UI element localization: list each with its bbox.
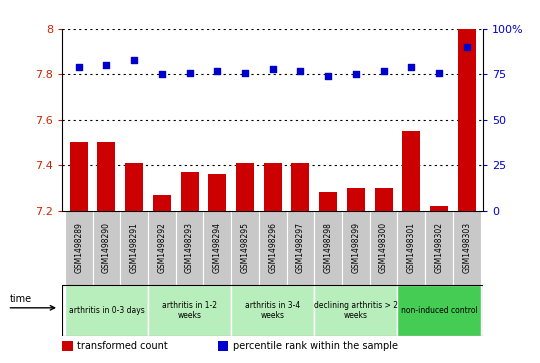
Text: GSM1498299: GSM1498299 <box>352 222 360 273</box>
Bar <box>148 211 176 285</box>
Bar <box>264 163 282 211</box>
Text: GSM1498297: GSM1498297 <box>296 222 305 273</box>
Bar <box>180 172 199 211</box>
Text: GSM1498295: GSM1498295 <box>240 222 249 273</box>
Bar <box>397 211 425 285</box>
Bar <box>231 285 314 336</box>
Point <box>130 57 138 63</box>
Point <box>324 73 333 79</box>
Text: transformed count: transformed count <box>77 341 167 351</box>
Bar <box>453 211 481 285</box>
Text: GSM1498303: GSM1498303 <box>462 222 471 273</box>
Point <box>213 68 221 74</box>
Text: arthritis in 1-2
weeks: arthritis in 1-2 weeks <box>162 301 217 320</box>
Bar <box>65 211 92 285</box>
Bar <box>314 211 342 285</box>
Bar <box>120 211 148 285</box>
Text: GSM1498289: GSM1498289 <box>74 222 83 273</box>
Text: GSM1498300: GSM1498300 <box>379 222 388 273</box>
Bar <box>347 188 365 211</box>
Text: time: time <box>9 294 31 304</box>
Bar <box>62 341 72 351</box>
Bar <box>287 211 314 285</box>
Text: GSM1498301: GSM1498301 <box>407 222 416 273</box>
Text: GSM1498291: GSM1498291 <box>130 222 139 273</box>
Text: percentile rank within the sample: percentile rank within the sample <box>233 341 397 351</box>
Bar <box>397 285 481 336</box>
Text: GSM1498296: GSM1498296 <box>268 222 277 273</box>
Bar <box>70 143 87 211</box>
Bar <box>204 211 231 285</box>
Point <box>462 44 471 50</box>
Text: GSM1498298: GSM1498298 <box>323 222 333 273</box>
Point <box>185 70 194 76</box>
Bar <box>402 131 420 211</box>
Bar <box>153 195 171 211</box>
Bar <box>97 143 116 211</box>
Bar <box>259 211 287 285</box>
Point <box>268 66 277 72</box>
Bar <box>231 211 259 285</box>
Text: declining arthritis > 2
weeks: declining arthritis > 2 weeks <box>314 301 398 320</box>
Bar <box>342 211 370 285</box>
Bar <box>218 341 228 351</box>
Point <box>435 70 443 76</box>
Bar <box>236 163 254 211</box>
Bar <box>125 163 143 211</box>
Bar <box>208 174 226 211</box>
Point <box>407 64 416 70</box>
Text: GSM1498290: GSM1498290 <box>102 222 111 273</box>
Bar <box>430 206 448 211</box>
Text: GSM1498293: GSM1498293 <box>185 222 194 273</box>
Point <box>241 70 249 76</box>
Bar <box>458 29 476 211</box>
Bar <box>425 211 453 285</box>
Point <box>158 72 166 77</box>
Point <box>379 68 388 74</box>
Bar <box>176 211 204 285</box>
Bar <box>292 163 309 211</box>
Point <box>296 68 305 74</box>
Bar <box>148 285 231 336</box>
Bar <box>65 285 148 336</box>
Point <box>102 62 111 68</box>
Bar <box>319 192 337 211</box>
Text: GSM1498292: GSM1498292 <box>157 222 166 273</box>
Text: GSM1498302: GSM1498302 <box>435 222 443 273</box>
Text: arthritis in 3-4
weeks: arthritis in 3-4 weeks <box>245 301 300 320</box>
Text: GSM1498294: GSM1498294 <box>213 222 222 273</box>
Bar <box>370 211 397 285</box>
Point <box>75 64 83 70</box>
Bar <box>92 211 120 285</box>
Bar <box>314 285 397 336</box>
Bar <box>375 188 393 211</box>
Text: non-induced control: non-induced control <box>401 306 477 315</box>
Point <box>352 72 360 77</box>
Text: arthritis in 0-3 days: arthritis in 0-3 days <box>69 306 144 315</box>
